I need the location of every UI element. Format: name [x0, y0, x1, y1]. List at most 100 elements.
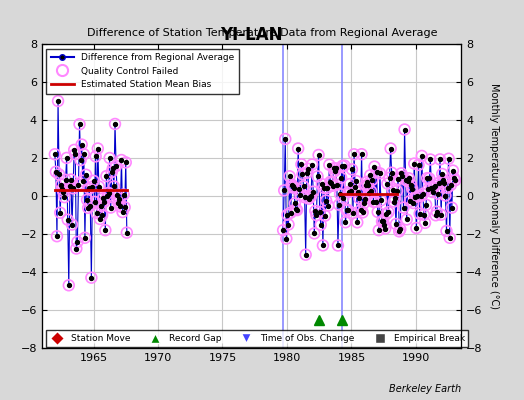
Point [287, 210, 295, 216]
Point [86, 202, 94, 209]
Point [322, 197, 330, 204]
Point [354, 189, 363, 196]
Point [108, 165, 117, 171]
Point [111, 121, 119, 127]
Point [390, 198, 398, 205]
Point [432, 212, 440, 218]
Point [451, 177, 460, 184]
Point [403, 178, 412, 184]
Point [313, 173, 322, 180]
Point [111, 121, 119, 127]
Point [122, 159, 130, 166]
Point [403, 178, 412, 184]
Point [374, 209, 382, 215]
Point [101, 227, 110, 233]
Point [83, 197, 91, 203]
Point [387, 170, 396, 176]
Point [328, 180, 336, 186]
Point [105, 155, 114, 161]
Point [290, 185, 298, 191]
Point [444, 156, 453, 162]
Point [378, 218, 386, 225]
Point [437, 212, 445, 218]
Point [357, 151, 366, 157]
Point [417, 193, 425, 199]
Point [97, 203, 105, 209]
Point [355, 195, 364, 202]
Point [86, 202, 94, 209]
Point [297, 161, 305, 168]
Point [411, 194, 420, 200]
Point [435, 180, 443, 186]
Point [438, 171, 446, 177]
Point [348, 166, 356, 172]
Point [306, 193, 314, 200]
Point [95, 183, 103, 190]
Point [353, 219, 362, 226]
Point [279, 227, 287, 233]
Point [413, 193, 422, 200]
Point [419, 191, 427, 197]
Point [365, 190, 373, 196]
Point [334, 242, 342, 249]
Point [73, 239, 82, 245]
Point [343, 207, 352, 213]
Point [311, 208, 320, 214]
Point [285, 221, 293, 228]
Point [281, 136, 289, 142]
Point [434, 190, 442, 197]
Point [349, 210, 357, 216]
Point [331, 168, 339, 174]
Point [105, 155, 114, 161]
Point [118, 209, 127, 215]
Point [329, 182, 337, 189]
Point [53, 233, 61, 240]
Point [398, 173, 407, 180]
Point [326, 179, 335, 185]
Point [283, 212, 292, 218]
Point [64, 282, 73, 288]
Point [291, 200, 299, 207]
Point [372, 198, 380, 205]
Point [59, 189, 68, 195]
Point [314, 152, 323, 158]
Text: Berkeley Earth: Berkeley Earth [389, 384, 461, 394]
Point [389, 187, 397, 193]
Point [61, 177, 70, 183]
Point [349, 210, 357, 216]
Point [74, 182, 83, 188]
Point [431, 182, 439, 189]
Point [342, 207, 351, 214]
Point [449, 167, 457, 174]
Point [337, 175, 345, 181]
Point [94, 145, 102, 152]
Point [289, 183, 297, 190]
Point [328, 180, 336, 186]
Point [88, 184, 96, 190]
Point [298, 171, 307, 177]
Point [319, 242, 327, 248]
Point [422, 202, 430, 208]
Point [83, 197, 91, 203]
Point [383, 180, 391, 187]
Point [384, 209, 392, 215]
Point [301, 252, 310, 258]
Point [117, 157, 126, 163]
Point [352, 178, 361, 184]
Point [422, 202, 430, 208]
Point [366, 172, 374, 178]
Point [306, 193, 314, 200]
Point [405, 175, 413, 182]
Point [420, 212, 428, 218]
Point [123, 230, 131, 236]
Point [103, 193, 112, 200]
Point [347, 188, 355, 194]
Point [445, 234, 454, 241]
Point [79, 178, 87, 184]
Point [54, 98, 62, 104]
Point [309, 188, 318, 195]
Point [423, 175, 431, 181]
Point [313, 173, 322, 180]
Point [74, 182, 83, 188]
Point [358, 209, 367, 216]
